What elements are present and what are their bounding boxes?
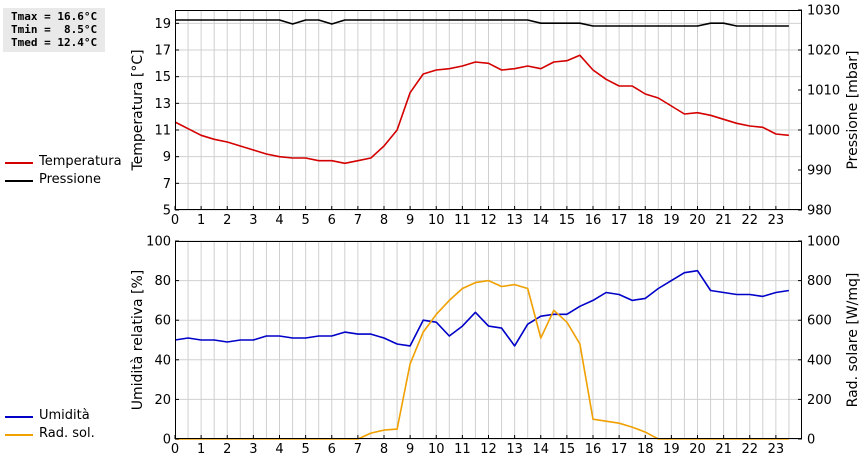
- x-tick-label: 8: [380, 213, 388, 228]
- x-tick-label: 10: [428, 213, 445, 228]
- x-tick-label: 14: [532, 442, 549, 457]
- y2-tick-label: 1000: [807, 124, 840, 139]
- x-tick-label: 21: [715, 213, 732, 228]
- x-tick-label: 11: [454, 213, 471, 228]
- stat-tmed: Tmed = 12.4°C: [11, 36, 98, 49]
- x-tick-label: 22: [741, 442, 758, 457]
- x-tick-label: 8: [380, 442, 388, 457]
- x-tick-label: 2: [223, 213, 231, 228]
- x-tick-label: 12: [480, 213, 497, 228]
- x-tick-label: 19: [663, 442, 680, 457]
- chart-panel-1: 0 1 2 3 4 5 6 7 8 9 10 11 12 13 14 15 16 17 18 19 20 21 22 2357…: [130, 4, 860, 229]
- x-tick-label: 19: [663, 213, 680, 228]
- y2-tick-label: 600: [807, 314, 832, 329]
- x-tick-label: 7: [354, 442, 362, 457]
- x-tick-label: 23: [768, 213, 785, 228]
- x-tick-label: 17: [611, 213, 628, 228]
- x-tick-label: 7: [354, 213, 362, 228]
- stats-box: Tmax = 16.6°C Tmin = 8.5°C Tmed = 12.4°C: [3, 8, 105, 52]
- series-line-pressione: [175, 19, 789, 27]
- y-tick-label: 11: [154, 124, 171, 139]
- y-tick-label: 17: [154, 44, 171, 59]
- legend-swatch-radiazione: [5, 434, 33, 436]
- x-tick-label: 22: [741, 213, 758, 228]
- x-tick-label: 13: [506, 442, 523, 457]
- legend-swatch-temperatura: [5, 162, 33, 164]
- legend-label-umidita: Umidità: [39, 408, 90, 423]
- x-tick-label: 3: [249, 213, 257, 228]
- y2-tick-label: 980: [807, 204, 832, 219]
- x-tick-label: 0: [171, 442, 179, 457]
- legend-label-pressione: Pressione: [39, 172, 102, 187]
- x-tick-label: 14: [532, 213, 549, 228]
- legend-swatch-umidita: [5, 416, 33, 418]
- y-tick-label: 13: [154, 97, 171, 112]
- y-tick-label: 5: [163, 204, 171, 219]
- x-tick-label: 20: [689, 442, 706, 457]
- x-tick-label: 11: [454, 442, 471, 457]
- x-tick-label: 21: [715, 442, 732, 457]
- series-line-temperatura: [174, 54, 789, 165]
- y2-tick-label: 400: [807, 353, 832, 368]
- x-tick-label: 17: [611, 442, 628, 457]
- y-tick-label: 0: [163, 433, 171, 448]
- x-tick-label: 15: [559, 442, 576, 457]
- x-tick-label: 18: [637, 442, 654, 457]
- y-tick-label: 9: [163, 150, 171, 165]
- y2-tick-label: 1000: [807, 235, 840, 250]
- x-tick-label: 15: [559, 213, 576, 228]
- x-tick-label: 2: [223, 442, 231, 457]
- x-tick-label: 4: [275, 213, 283, 228]
- y-tick-label: 80: [154, 274, 171, 289]
- y-axis-title: Temperatura [°C]: [130, 49, 146, 171]
- stat-tmin: Tmin = 8.5°C: [11, 23, 98, 36]
- y-axis-title: Umidità relativa [%]: [130, 270, 146, 411]
- stat-tmax: Tmax = 16.6°C: [11, 10, 98, 23]
- x-tick-label: 16: [585, 442, 602, 457]
- y-tick-label: 19: [154, 17, 171, 32]
- legend-swatch-pressione: [5, 180, 33, 182]
- legend-label-radiazione: Rad. sol.: [39, 426, 95, 441]
- x-tick-label: 5: [301, 213, 309, 228]
- y2-tick-label: 800: [807, 274, 832, 289]
- x-tick-label: 1: [197, 442, 205, 457]
- y2-axis-title: Pressione [mbar]: [845, 50, 860, 169]
- x-tick-label: 12: [480, 442, 497, 457]
- x-tick-label: 10: [428, 442, 445, 457]
- x-tick-label: 6: [328, 442, 336, 457]
- series-line-umidit: [174, 269, 790, 347]
- y2-tick-label: 0: [807, 433, 815, 448]
- x-tick-label: 18: [637, 213, 654, 228]
- x-tick-label: 5: [301, 442, 309, 457]
- y-tick-label: 15: [154, 70, 171, 85]
- legend-label-temperatura: Temperatura: [39, 154, 122, 169]
- y2-tick-label: 990: [807, 164, 832, 179]
- y-tick-label: 7: [163, 177, 171, 192]
- y2-tick-label: 200: [807, 393, 832, 408]
- y-tick-label: 60: [154, 314, 171, 329]
- x-tick-label: 16: [585, 213, 602, 228]
- x-tick-label: 20: [689, 213, 706, 228]
- x-tick-label: 23: [768, 442, 785, 457]
- y2-tick-label: 1010: [807, 84, 840, 99]
- x-tick-label: 0: [171, 213, 179, 228]
- x-tick-label: 6: [328, 213, 336, 228]
- x-tick-label: 13: [506, 213, 523, 228]
- x-tick-label: 1: [197, 213, 205, 228]
- chart-panel-2: 0 1 2 3 4 5 6 7 8 9 10 11 12 13 14 15 16 17 18 19 20 21 22 2302…: [130, 235, 860, 458]
- y-tick-label: 20: [154, 393, 171, 408]
- x-tick-label: 9: [406, 442, 414, 457]
- y-tick-label: 40: [154, 353, 171, 368]
- x-tick-label: 3: [249, 442, 257, 457]
- x-tick-label: 9: [406, 213, 414, 228]
- y-tick-label: 100: [146, 235, 171, 250]
- y2-axis-title: Rad. solare [W/mq]: [845, 273, 860, 408]
- y2-tick-label: 1030: [807, 4, 840, 19]
- y2-tick-label: 1020: [807, 44, 840, 59]
- x-tick-label: 4: [275, 442, 283, 457]
